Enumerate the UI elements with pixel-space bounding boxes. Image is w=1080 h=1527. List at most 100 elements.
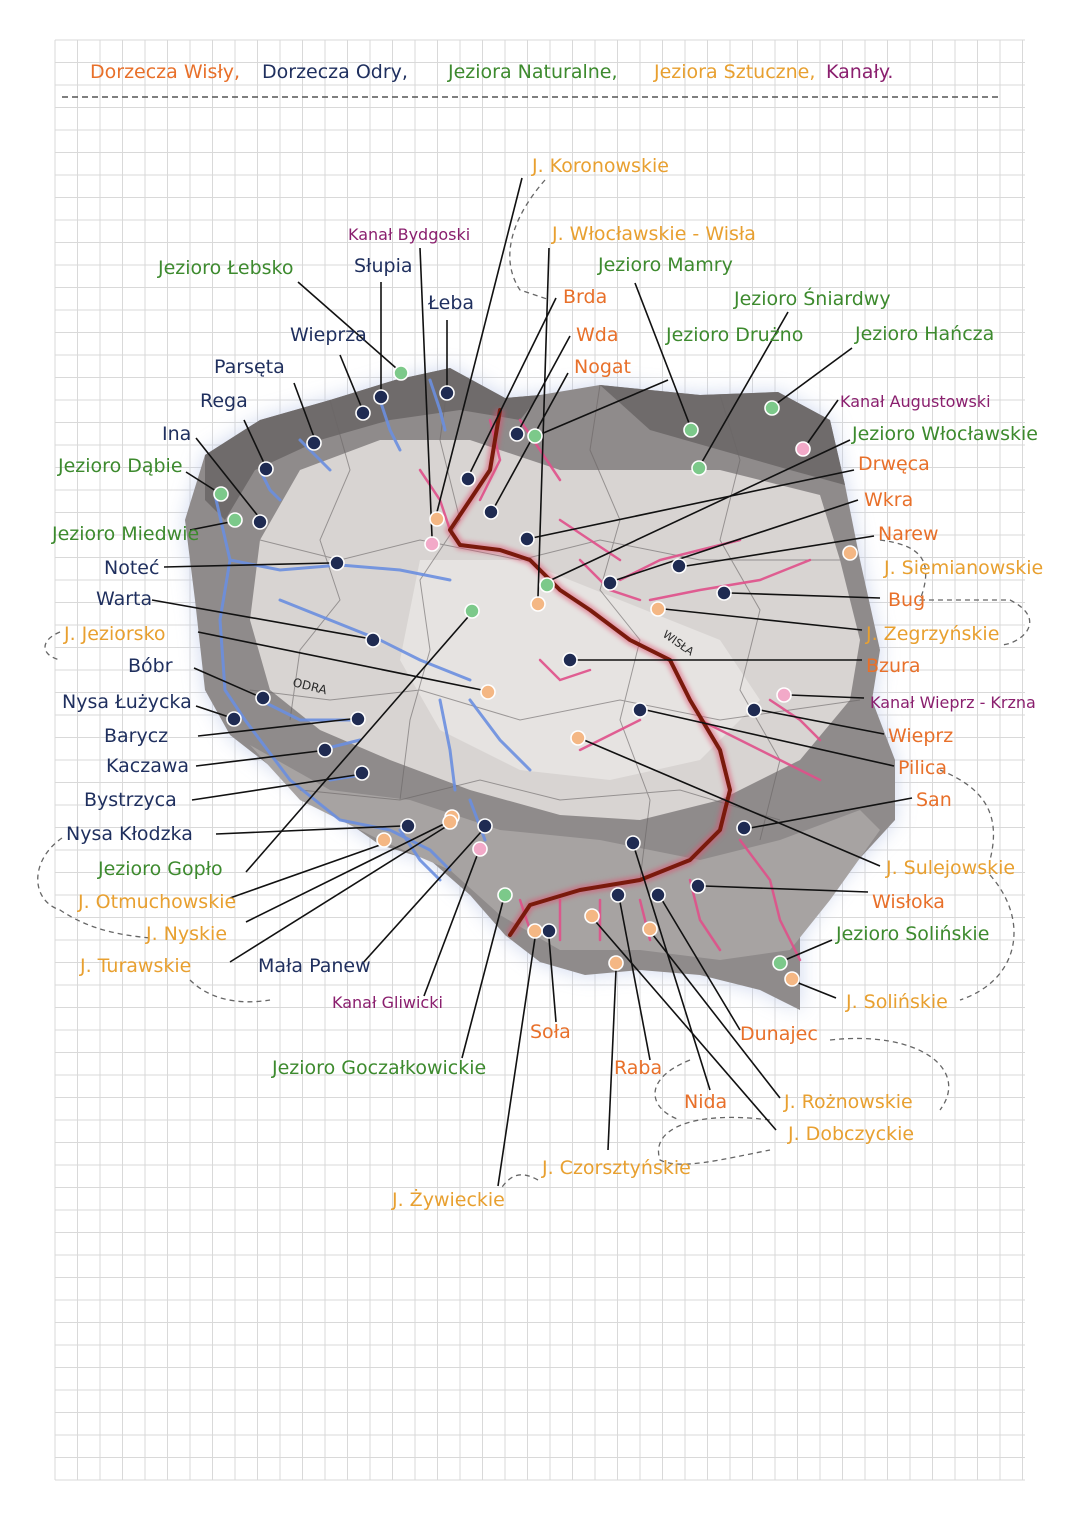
marker-wieprz	[746, 702, 762, 718]
label-wda: Wda	[576, 324, 619, 346]
label-kanal-augustowski: Kanał Augustowski	[840, 392, 991, 411]
label-zywieckie: J. Żywieckie	[391, 1188, 505, 1211]
label-kaczawa: Kaczawa	[106, 755, 189, 777]
label-zegrzynskie: J. Zegrzyńskie	[865, 623, 999, 645]
marker-parseta	[306, 435, 322, 451]
marker-wkra	[602, 575, 618, 591]
marker-brda	[460, 471, 476, 487]
marker-san	[736, 820, 752, 836]
leader-line-czorsztynskie	[607, 969, 617, 1151]
leader-line-barycz	[197, 718, 352, 737]
marker-solinskie	[784, 971, 800, 987]
leader-line-kanal-gliwicki	[423, 852, 479, 997]
marker-sulejowskie	[570, 730, 586, 746]
marker-nida	[625, 835, 641, 851]
leader-line-zegrzynskie	[663, 608, 863, 631]
label-otmuchowskie: J. Otmuchowskie	[77, 891, 236, 913]
leader-line-turawskie	[229, 825, 448, 963]
leader-line-solinskie	[795, 981, 837, 999]
label-czorsztynskie: J. Czorsztyńskie	[541, 1157, 691, 1179]
legend-artificial-lakes: Jeziora Sztuczne,	[653, 61, 815, 83]
marker-pilica	[632, 702, 648, 718]
leader-line-dunajec	[661, 899, 741, 1031]
leader-line-roznowskie	[652, 934, 781, 1099]
marker-mala-panew	[477, 818, 493, 834]
leader-line-otmuchowskie	[229, 844, 381, 899]
leader-line-wieprz	[759, 709, 885, 735]
marker-koronowskie	[429, 511, 445, 527]
label-hancza: Jezioro Hańcza	[854, 323, 994, 345]
legend: Dorzecza Wisły, Dorzecza Odry, Jeziora N…	[62, 61, 998, 98]
marker-bug	[716, 585, 732, 601]
label-dabie: Jezioro Dąbie	[57, 455, 183, 477]
label-bzura: Bzura	[866, 655, 921, 677]
marker-zegrzynskie	[650, 601, 666, 617]
marker-kaczawa	[317, 742, 333, 758]
leader-line-solinskie-natural	[784, 939, 833, 961]
leader-line-nysa-klodzka	[215, 825, 403, 835]
label-narew: Narew	[878, 523, 938, 545]
marker-otmuchowskie	[376, 832, 392, 848]
label-nysa-klodzka: Nysa Kłodzka	[66, 823, 193, 845]
label-nyskie: J. Nyskie	[145, 923, 227, 945]
label-bystrzyca: Bystrzyca	[84, 789, 177, 811]
marker-miedwie	[227, 512, 243, 528]
marker-drweca	[519, 531, 535, 547]
leader-line-dabie	[185, 471, 217, 492]
leader-line-mala-panew	[361, 831, 482, 965]
marker-leba	[439, 385, 455, 401]
marker-lebsko	[393, 365, 409, 381]
label-drweca: Drwęca	[858, 453, 930, 475]
label-wieprz: Wieprz	[888, 725, 953, 747]
label-mamry: Jezioro Mamry	[597, 254, 733, 276]
northeast-dark	[600, 385, 845, 485]
label-wisloka: Wisłoka	[872, 891, 945, 913]
label-jeziorsko: J. Jeziorsko	[63, 623, 166, 645]
leader-line-nysa-luzycka	[195, 705, 230, 718]
label-wloclawskie-wisla: J. Włocławskie - Wisła	[551, 223, 756, 245]
marker-kanal-gliwicki	[472, 841, 488, 857]
leader-line-bug	[729, 592, 881, 599]
label-pilica: Pilica	[898, 757, 947, 779]
marker-hancza	[764, 400, 780, 416]
label-barycz: Barycz	[104, 725, 168, 747]
marker-ina	[252, 514, 268, 530]
marker-dabie	[213, 486, 229, 502]
leader-line-hancza	[775, 347, 853, 405]
marker-siemianowskie	[842, 545, 858, 561]
label-kanal-wieprz-krzna: Kanał Wieprz - Krzna	[870, 693, 1036, 712]
label-miedwie: Jezioro Miedwie	[51, 523, 199, 545]
label-notec: Noteć	[104, 557, 159, 579]
legend-canals: Kanały.	[826, 61, 893, 83]
marker-czorsztynskie	[608, 955, 624, 971]
leader-line-rega	[243, 419, 265, 464]
marker-slupia	[373, 389, 389, 405]
leader-line-gopto	[245, 616, 469, 873]
marker-narew	[671, 558, 687, 574]
label-kanal-bydgoski: Kanał Bydgoski	[348, 225, 470, 244]
marker-raba	[610, 887, 626, 903]
leader-line-wloclawskie-wisla	[537, 247, 550, 598]
label-siemianowskie: J. Siemianowskie	[883, 557, 1043, 579]
marker-gopto	[464, 603, 480, 619]
leader-line-drweca	[531, 469, 855, 539]
coast-dark	[205, 368, 540, 520]
label-ina: Ina	[162, 423, 191, 445]
marker-wisloka	[690, 878, 706, 894]
label-wieprza: Wieprza	[290, 324, 367, 346]
label-roznowskie: J. Rożnowskie	[783, 1091, 913, 1113]
marker-kanal-bydgoski	[424, 536, 440, 552]
marker-dunajec	[650, 887, 666, 903]
leader-line-wisloka	[703, 885, 869, 893]
marker-dobczyckie	[584, 908, 600, 924]
marker-druzno	[527, 428, 543, 444]
leader-line-druzno	[540, 379, 669, 435]
legend-odra: Dorzecza Odry,	[262, 61, 408, 83]
leader-line-narew	[685, 535, 875, 567]
leader-line-goczalkowickie	[461, 900, 504, 1059]
label-turawskie: J. Turawskie	[79, 955, 191, 977]
leader-line-sola	[548, 937, 557, 1023]
upland-south	[250, 745, 880, 960]
label-druzno: Jezioro Drużno	[665, 324, 803, 346]
leader-line-koronowskie	[436, 177, 523, 513]
